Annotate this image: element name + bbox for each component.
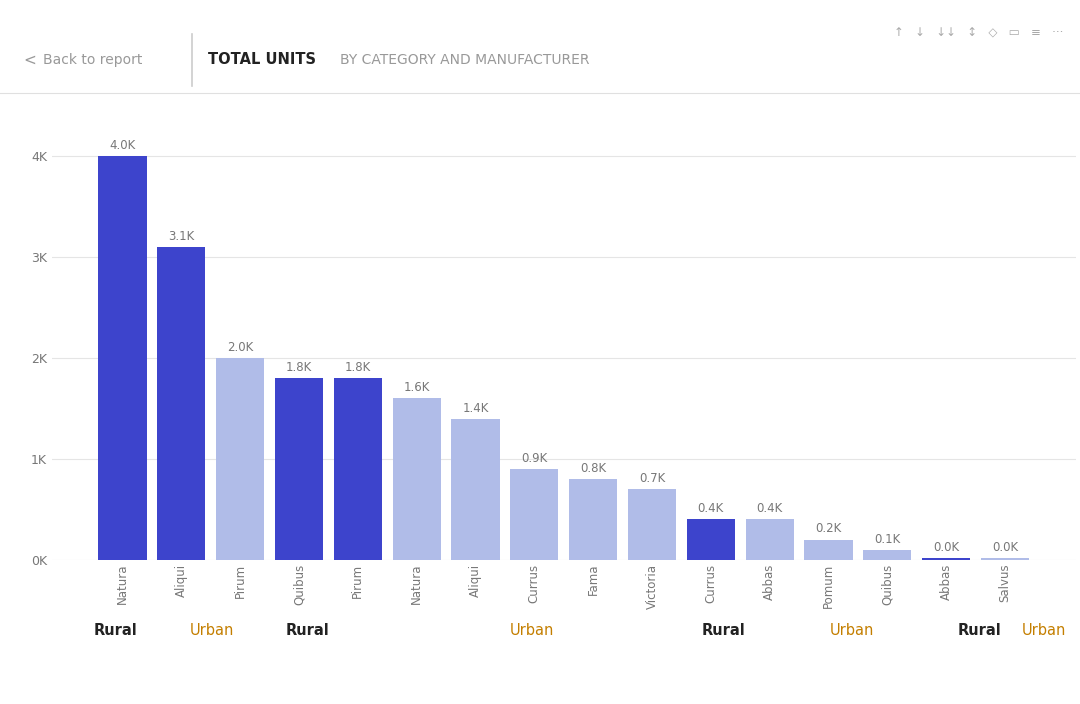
Bar: [863, 550, 912, 560]
Text: 1.8K: 1.8K: [345, 361, 370, 375]
Bar: [158, 247, 205, 560]
Text: 0.4K: 0.4K: [757, 503, 783, 515]
Text: BY CATEGORY AND MANUFACTURER: BY CATEGORY AND MANUFACTURER: [340, 53, 590, 67]
Text: 3.1K: 3.1K: [168, 230, 194, 243]
Bar: [981, 558, 1029, 560]
Text: Back to report: Back to report: [43, 53, 143, 67]
Bar: [569, 479, 618, 560]
Text: 1.4K: 1.4K: [462, 401, 488, 415]
Text: 0.2K: 0.2K: [815, 522, 841, 536]
Text: Urban: Urban: [1022, 622, 1066, 638]
Text: 2.0K: 2.0K: [227, 341, 254, 354]
Text: ↑   ↓   ↓↓   ↕   ◇   ▭   ≡   ···: ↑ ↓ ↓↓ ↕ ◇ ▭ ≡ ···: [894, 26, 1064, 39]
Bar: [216, 358, 265, 560]
Bar: [98, 156, 147, 560]
Text: 0.7K: 0.7K: [639, 472, 665, 485]
Bar: [627, 489, 676, 560]
Text: Urban: Urban: [190, 622, 234, 638]
Bar: [451, 419, 500, 560]
Text: Rural: Rural: [94, 622, 138, 638]
Text: 0.0K: 0.0K: [933, 541, 959, 554]
Text: 0.8K: 0.8K: [580, 462, 606, 475]
Text: Urban: Urban: [510, 622, 554, 638]
Text: 4.0K: 4.0K: [109, 139, 136, 153]
Bar: [922, 558, 970, 560]
Text: 1.8K: 1.8K: [286, 361, 312, 375]
Bar: [275, 378, 323, 560]
Text: Urban: Urban: [829, 622, 874, 638]
Bar: [805, 539, 852, 560]
Bar: [745, 520, 794, 560]
Text: TOTAL UNITS: TOTAL UNITS: [208, 52, 316, 68]
Text: 1.6K: 1.6K: [404, 382, 430, 394]
Text: 0.4K: 0.4K: [698, 503, 724, 515]
Text: Rural: Rural: [286, 622, 329, 638]
Bar: [392, 398, 441, 560]
Bar: [510, 469, 558, 560]
Text: Rural: Rural: [702, 622, 745, 638]
Text: 0.0K: 0.0K: [991, 541, 1018, 554]
Text: 0.1K: 0.1K: [874, 532, 901, 546]
Bar: [687, 520, 735, 560]
Text: 0.9K: 0.9K: [522, 452, 548, 465]
Bar: [334, 378, 382, 560]
Text: <: <: [24, 52, 37, 68]
Text: Rural: Rural: [958, 622, 1001, 638]
